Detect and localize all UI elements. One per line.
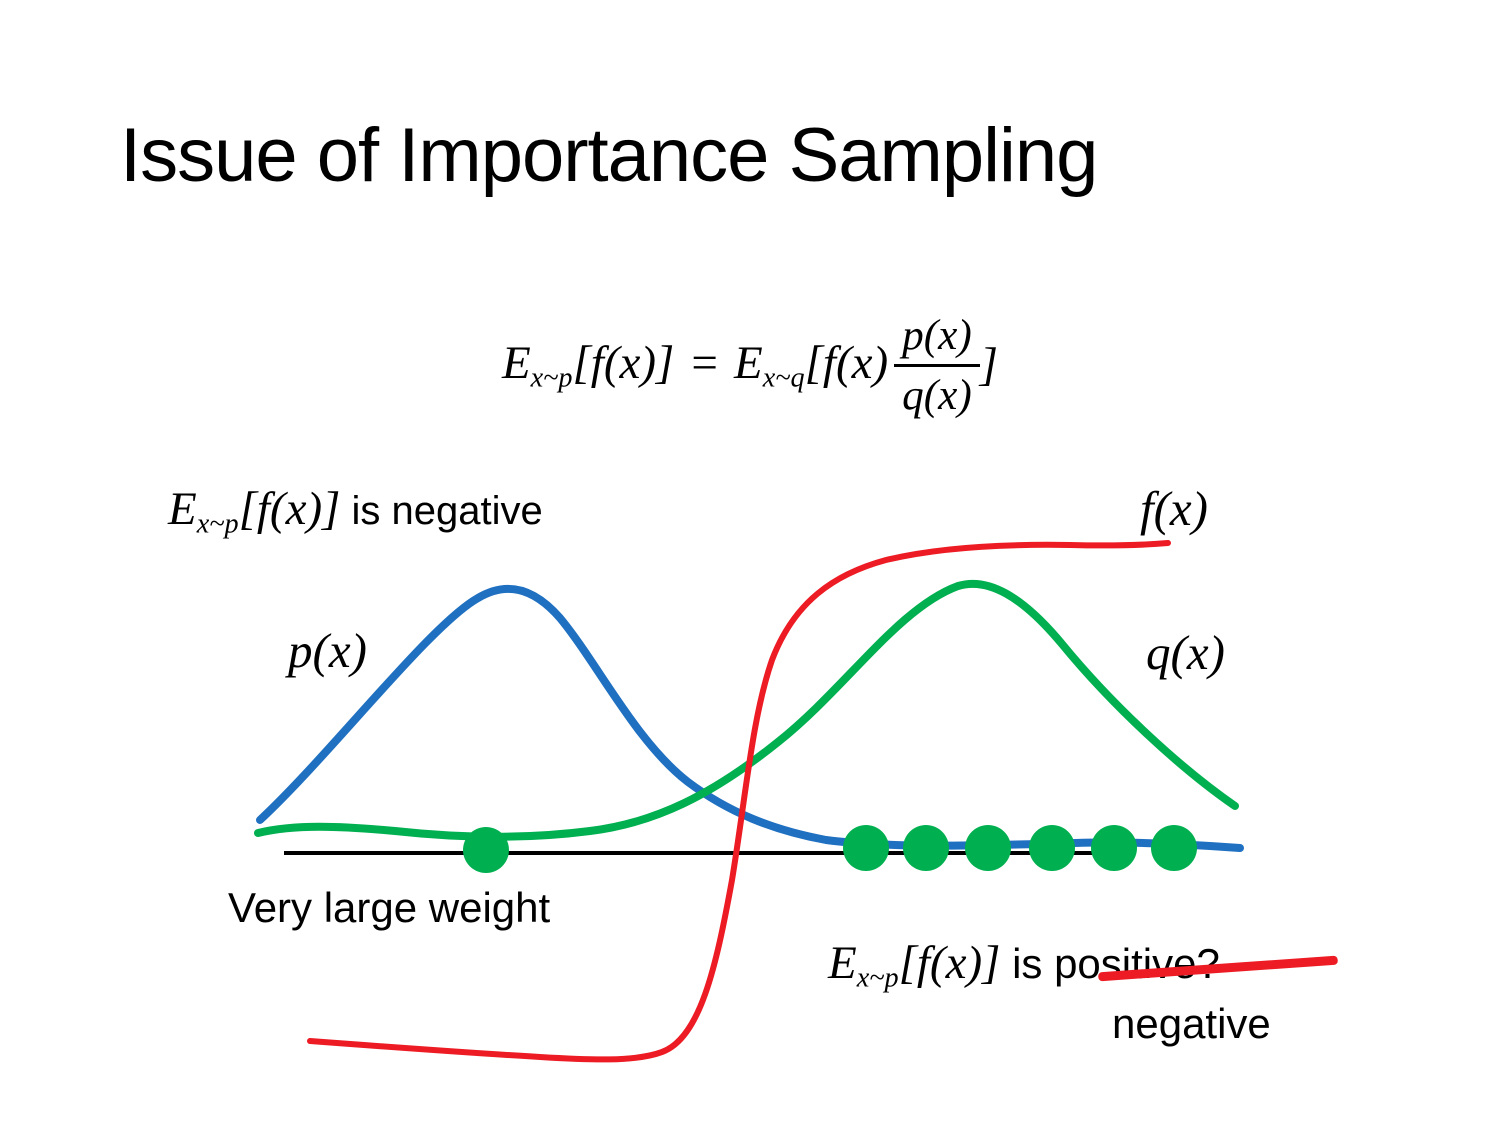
formula-lhs-bracket: [f(x)] [572,336,675,389]
sample-dots-group [463,825,1197,873]
corrected-negative-label: negative [1112,1000,1271,1047]
left-note-bracket: [f(x)] [238,483,341,535]
f-curve [307,540,1171,1063]
formula-rhs-E: E [734,336,763,389]
right-note-is: is [1012,940,1043,987]
f-curve-label: f(x) [1140,481,1208,536]
importance-sampling-formula: Ex~p[f(x)] = Ex~q[f(x) p(x) q(x) ] [0,310,1500,420]
p-curve [256,584,1244,852]
sample-dot [463,827,509,873]
formula-lhs-E: E [501,336,531,389]
equals-sign: = [688,336,721,389]
right-note-E: E [828,937,857,989]
right-note-subscript: x~p [856,962,899,994]
formula-left-part: Ex~p[f(x)] = Ex~q[f(x) [502,336,888,394]
right-note-bracket: [f(x)] [898,937,1001,989]
expectation-positive-note: Ex~p[f(x)] is positive? [828,936,1220,994]
left-note-subscript: x~p [196,508,239,540]
very-large-weight-note: Very large weight [228,884,551,931]
sample-dot [1091,825,1137,871]
sample-dot [903,825,949,871]
formula-lhs-subscript: x~p [530,362,573,394]
q-curve-label: q(x) [1146,625,1225,680]
sample-dot [1029,825,1075,871]
fraction-denominator: q(x) [902,371,972,419]
formula-rhs-subscript: x~q [762,362,805,394]
right-note-math: Ex~p[f(x)] [828,937,1001,993]
importance-weight-fraction: p(x) q(x) [894,310,980,420]
formula-rhs-close: ] [979,339,999,391]
right-note-struck-word: positive? [1054,940,1220,987]
formula-rhs-open: [f(x) [804,336,889,389]
sample-dot [965,825,1011,871]
p-curve-label: p(x) [288,623,367,678]
slide-title: Issue of Importance Sampling [120,113,1098,198]
q-curve [254,579,1239,841]
left-note-math: Ex~p[f(x)] [168,483,341,539]
left-note-text: is negative [351,489,543,533]
left-note-E: E [168,483,197,535]
sample-dot [843,825,889,871]
fraction-numerator: p(x) [894,310,980,367]
sample-dot [1151,825,1197,871]
expectation-negative-note: Ex~p[f(x)] is negative [168,482,543,540]
